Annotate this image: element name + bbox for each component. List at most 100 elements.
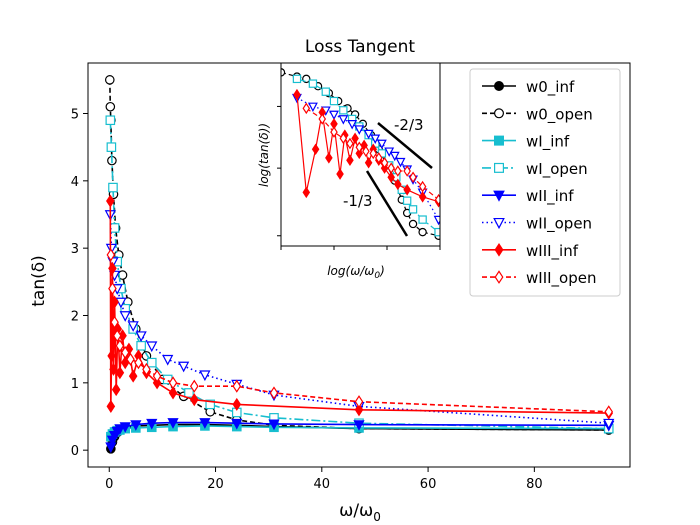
legend-marker-wI_open <box>494 162 505 173</box>
inset-data-point-wI_open <box>339 106 348 115</box>
legend-marker-wII_inf <box>493 190 505 202</box>
data-point-wIII_inf <box>111 383 121 397</box>
data-point-wIII_inf <box>232 397 242 411</box>
legend-label-wI_inf: wI_inf <box>526 133 570 152</box>
data-point-wIII_inf <box>115 366 125 380</box>
data-point-wIII_open <box>134 356 143 370</box>
inset-data-point-wIII_open <box>387 162 395 174</box>
data-point-wI_open <box>109 223 120 233</box>
data-point-wIII_open <box>269 386 279 400</box>
inset-data-point-wIII_inf <box>336 168 344 180</box>
inset-data-point-w0_open <box>418 227 427 237</box>
inset-data-point-wIII_open <box>434 193 440 206</box>
main-data-layer <box>104 75 615 454</box>
y-tick-label: 4 <box>71 175 79 190</box>
legend: w0_inf w0_open wI_inf wI_open wII_inf wII_ope… <box>469 68 621 297</box>
x-tick-label: 20 <box>207 477 224 492</box>
inset-data-point-wI_open <box>418 215 427 224</box>
series-line-wIII_open <box>110 254 609 413</box>
data-point-wIII_open <box>232 379 242 393</box>
inset-y-label: log(tan(δ)) <box>257 123 271 187</box>
inset-data-point-wII_open <box>338 115 349 125</box>
inset-data-point-wIII_open <box>362 145 370 158</box>
inset-data-point-w0_open <box>408 219 418 229</box>
legend-marker-wI_inf <box>494 135 505 146</box>
data-point-wII_open <box>178 361 190 373</box>
data-point-wII_inf <box>231 418 243 430</box>
slope-guide-one-third <box>365 170 409 237</box>
data-point-wIII_inf <box>189 393 199 407</box>
inset-data-point-wIII_open <box>330 126 338 138</box>
x-tick-label: 40 <box>314 477 331 492</box>
legend-label-wIII_open: wIII_open <box>526 269 596 288</box>
inset-data-point-wIII_open <box>302 102 311 115</box>
data-point-wII_open <box>199 370 211 382</box>
data-point-wIII_open <box>120 345 130 360</box>
inset-data-point-wI_open <box>434 227 440 237</box>
data-point-wII_open <box>127 321 139 332</box>
inset-data-point-wIII_open <box>380 157 389 169</box>
y-tick-label: 0 <box>71 444 79 459</box>
data-point-wIII_inf <box>107 349 116 363</box>
x-axis-label: ω/ω0 <box>339 501 381 524</box>
y-tick-label: 2 <box>71 310 79 325</box>
data-point-wII_inf <box>119 422 131 433</box>
data-point-wI_open <box>105 115 116 126</box>
inset-data-point-wIII_inf <box>403 184 411 196</box>
x-tick-label: 0 <box>105 477 113 492</box>
data-point-wII_open <box>119 311 131 322</box>
inset-data-point-wIII_open <box>409 171 417 184</box>
data-point-wII_inf <box>353 420 365 431</box>
data-point-wIII_inf <box>106 194 115 208</box>
inset-data-point-wIII_open <box>355 141 364 154</box>
inset-data-point-wIII_open <box>339 132 348 145</box>
data-point-wII_open <box>115 297 127 309</box>
inset-data-point-wII_open <box>389 151 400 162</box>
data-point-wII_open <box>105 243 117 255</box>
legend-box <box>469 68 621 297</box>
legend-marker-w0_open <box>494 108 505 119</box>
data-point-wIII_open <box>110 315 119 329</box>
legend-label-wI_open: wI_open <box>526 160 588 179</box>
data-point-wII_open <box>162 354 174 366</box>
x-tick-label: 60 <box>420 477 437 492</box>
inset-data-point-wII_open <box>307 102 318 113</box>
y-tick-label: 1 <box>71 377 79 392</box>
inset-data-point-wIII_inf <box>302 186 311 199</box>
y-tick-label: 3 <box>71 242 79 257</box>
data-point-wI_open <box>106 142 117 152</box>
x-tick-label: 80 <box>526 477 543 492</box>
inset-series-line-wIII_open <box>305 107 439 201</box>
data-point-wII_inf <box>199 418 211 429</box>
data-point-w0_open <box>104 75 115 85</box>
data-point-wIII_open <box>189 379 199 393</box>
data-point-wII_inf <box>130 420 142 431</box>
inset-data-point-wIII_open <box>346 137 354 150</box>
legend-label-wII_inf: wII_inf <box>526 187 574 206</box>
legend-label-w0_inf: w0_inf <box>526 78 575 97</box>
data-point-wIII_inf <box>168 386 178 400</box>
data-point-wIII_inf <box>128 369 138 383</box>
inset-data-point-wI_open <box>402 196 412 205</box>
data-point-wIII_open <box>168 376 178 390</box>
data-point-wI_open <box>184 388 194 398</box>
slope-label-two-thirds: -2/3 <box>394 116 424 134</box>
data-point-wIII_open <box>354 395 364 409</box>
y-axis-label: tan(δ) <box>29 255 49 307</box>
inset-frame <box>280 62 441 247</box>
legend-marker-wII_open <box>493 217 505 230</box>
data-point-wII_open <box>146 341 158 353</box>
legend-label-w0_open: w0_open <box>526 105 593 124</box>
inset-data-point-wII_open <box>376 139 387 150</box>
data-point-wIII_inf <box>354 403 364 417</box>
inset-data-point-wIII_open <box>394 165 402 177</box>
legend-marker-wIII_open <box>494 270 504 284</box>
inset-plot <box>277 62 441 250</box>
inset-data-point-wII_open <box>347 120 358 130</box>
inset-data-point-w0_open <box>281 68 286 77</box>
inset-data-point-wIII_inf <box>418 191 427 203</box>
data-point-wI_open <box>146 357 157 368</box>
inset-data-point-wIII_inf <box>351 132 359 145</box>
data-point-wIII_inf <box>152 376 162 390</box>
inset-data-point-wIII_open <box>318 113 327 125</box>
